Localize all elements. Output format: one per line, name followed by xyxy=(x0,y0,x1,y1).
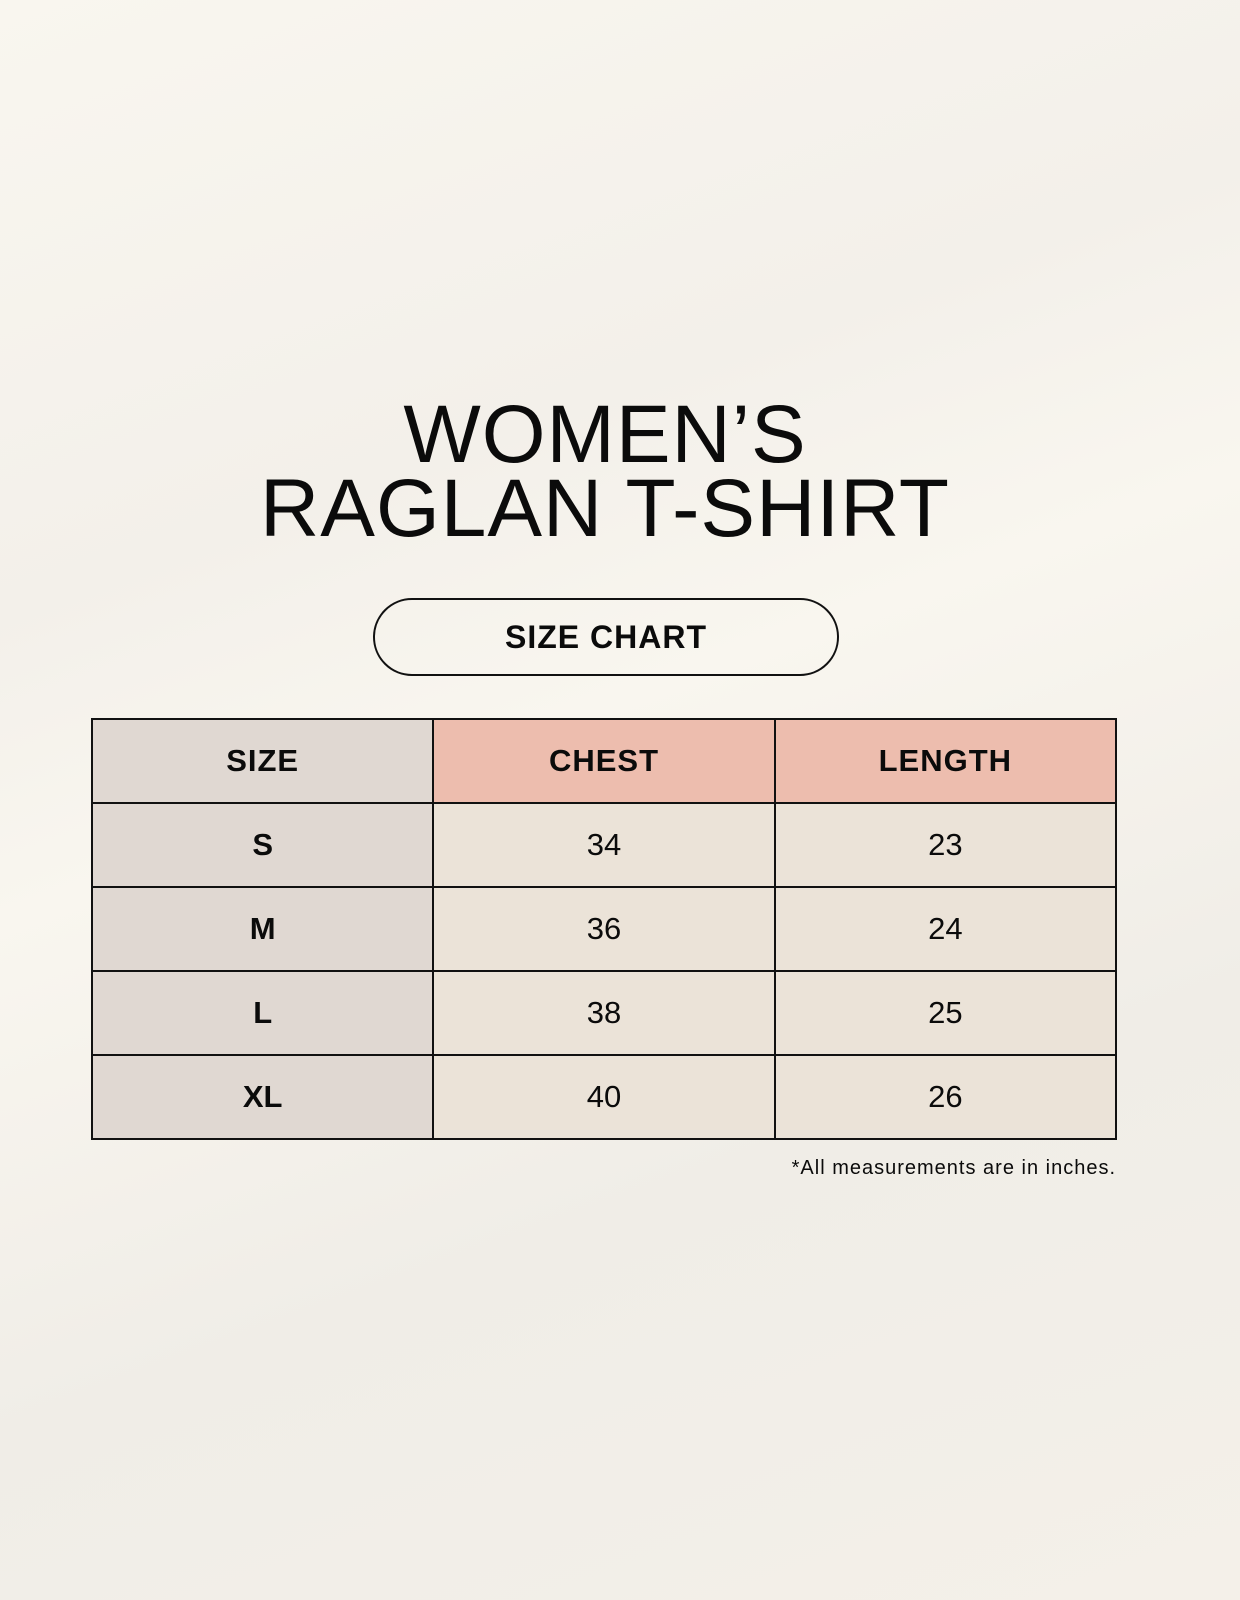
size-cell: S xyxy=(90,802,435,888)
table-row: L 38 25 xyxy=(90,970,1118,1056)
page-title: WOMEN’S RAGLAN T-SHIRT xyxy=(0,389,1210,554)
table-row: S 34 23 xyxy=(90,802,1118,888)
length-cell: 23 xyxy=(773,802,1118,888)
chest-cell: 36 xyxy=(432,886,776,972)
title-line-1: WOMEN’S xyxy=(403,389,807,480)
measurement-note: *All measurements are in inches. xyxy=(791,1157,1116,1179)
length-cell: 26 xyxy=(773,1054,1118,1140)
length-cell: 24 xyxy=(773,886,1118,972)
header-chest: CHEST xyxy=(432,718,776,804)
size-cell: XL xyxy=(90,1054,435,1140)
header-size: SIZE xyxy=(90,718,435,804)
size-table: SIZE CHEST LENGTH S 34 23 M 36 24 L 38 2… xyxy=(90,718,1118,1140)
size-cell: M xyxy=(90,886,435,972)
table-row: M 36 24 xyxy=(90,886,1118,972)
title-line-2: RAGLAN T-SHIRT xyxy=(260,463,950,554)
table-row: XL 40 26 xyxy=(90,1054,1118,1140)
chest-cell: 40 xyxy=(432,1054,776,1140)
chest-cell: 38 xyxy=(432,970,776,1056)
size-cell: L xyxy=(90,970,435,1056)
length-cell: 25 xyxy=(773,970,1118,1056)
size-chart-label: SIZE CHART xyxy=(373,598,839,676)
chest-cell: 34 xyxy=(432,802,776,888)
header-length: LENGTH xyxy=(773,718,1118,804)
table-header-row: SIZE CHEST LENGTH xyxy=(90,718,1118,804)
